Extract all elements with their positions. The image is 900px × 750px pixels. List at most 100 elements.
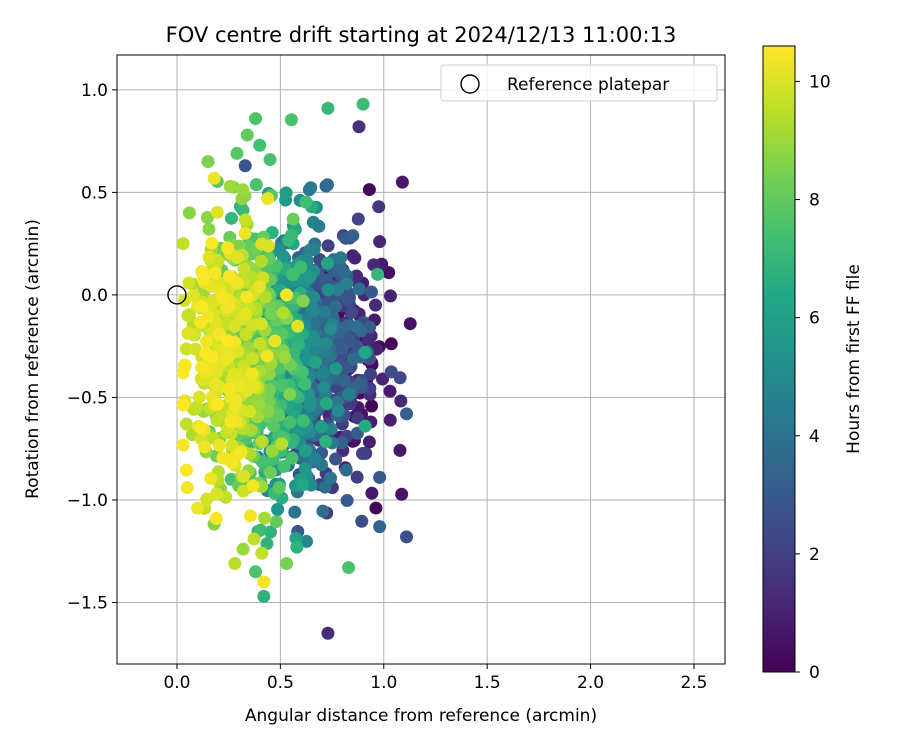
y-tick-label: 0.5: [81, 183, 108, 203]
data-point: [247, 532, 261, 546]
data-point: [400, 530, 414, 544]
data-point: [182, 276, 196, 290]
data-point: [346, 229, 360, 243]
data-point: [264, 525, 278, 539]
data-point: [260, 537, 274, 551]
x-tick-label: 2.5: [680, 673, 707, 693]
data-point: [303, 270, 317, 284]
data-point: [272, 408, 286, 422]
data-point: [350, 320, 364, 334]
data-point: [372, 200, 386, 214]
data-point: [355, 514, 369, 528]
data-point: [264, 307, 278, 321]
data-point: [277, 459, 291, 473]
data-point: [236, 203, 250, 217]
data-point: [200, 492, 214, 506]
data-point: [240, 128, 254, 142]
data-point: [237, 262, 251, 276]
data-point: [225, 456, 239, 470]
data-point: [255, 546, 269, 560]
data-point: [346, 249, 360, 263]
data-point: [346, 352, 360, 366]
data-point: [253, 138, 267, 152]
data-point: [308, 355, 322, 369]
data-point: [225, 438, 239, 452]
data-point: [278, 350, 292, 364]
data-point: [247, 380, 261, 394]
data-point: [299, 444, 313, 458]
data-point: [234, 445, 248, 459]
data-point: [224, 414, 238, 428]
data-point: [358, 345, 372, 359]
data-point: [208, 377, 222, 391]
data-point: [293, 424, 307, 438]
data-point: [258, 290, 272, 304]
data-point: [265, 444, 279, 458]
data-point: [215, 408, 229, 422]
data-point: [254, 317, 268, 331]
data-point: [176, 237, 190, 251]
data-point: [209, 511, 223, 525]
data-point: [238, 226, 252, 240]
data-point: [284, 113, 298, 127]
data-point: [321, 626, 335, 640]
data-point: [195, 300, 209, 314]
data-point: [320, 178, 334, 192]
data-point: [303, 243, 317, 257]
y-tick-label: 1.0: [81, 81, 108, 101]
data-point: [208, 266, 222, 280]
data-point: [258, 511, 272, 525]
data-point: [308, 452, 322, 466]
data-point: [290, 540, 304, 554]
data-point: [300, 534, 314, 548]
chart-title: FOV centre drift starting at 2024/12/13 …: [166, 23, 677, 47]
data-point: [316, 366, 330, 380]
data-point: [306, 215, 320, 229]
data-point: [335, 342, 349, 356]
data-point: [342, 561, 356, 575]
data-point: [319, 434, 333, 448]
data-point: [356, 97, 370, 111]
data-point: [252, 280, 266, 294]
data-point: [296, 478, 310, 492]
colorbar-tick-label: 4: [809, 427, 820, 447]
data-point: [211, 397, 225, 411]
data-point: [341, 331, 355, 345]
data-point: [318, 305, 332, 319]
data-point: [340, 292, 354, 306]
data-point: [371, 267, 385, 281]
data-point: [283, 387, 297, 401]
data-point: [324, 471, 338, 485]
data-point: [286, 212, 300, 226]
data-point: [212, 438, 226, 452]
data-point: [188, 342, 202, 356]
data-point: [315, 420, 329, 434]
colorbar: 0 2 4 6 8 10 Hours from first FF file: [762, 45, 864, 683]
data-point: [373, 470, 387, 484]
data-point: [307, 290, 321, 304]
data-point: [261, 192, 275, 206]
data-point: [394, 394, 408, 408]
data-point: [238, 213, 252, 227]
data-point: [239, 307, 253, 321]
data-point: [249, 178, 263, 192]
data-point: [304, 181, 318, 195]
data-point: [176, 438, 190, 452]
legend-box: [440, 64, 718, 102]
x-tick-label: 1.0: [370, 673, 397, 693]
data-point: [337, 374, 351, 388]
data-point: [223, 179, 237, 193]
data-point: [199, 346, 213, 360]
data-point: [376, 372, 390, 386]
data-point: [201, 155, 215, 169]
legend: Reference platepar: [440, 64, 718, 102]
data-point: [403, 317, 417, 331]
data-point: [238, 159, 252, 173]
data-point: [285, 451, 299, 465]
data-point: [319, 396, 333, 410]
data-point: [323, 322, 337, 336]
data-point: [369, 501, 383, 515]
data-point: [340, 277, 354, 291]
data-point: [329, 452, 343, 466]
data-point: [336, 265, 350, 279]
